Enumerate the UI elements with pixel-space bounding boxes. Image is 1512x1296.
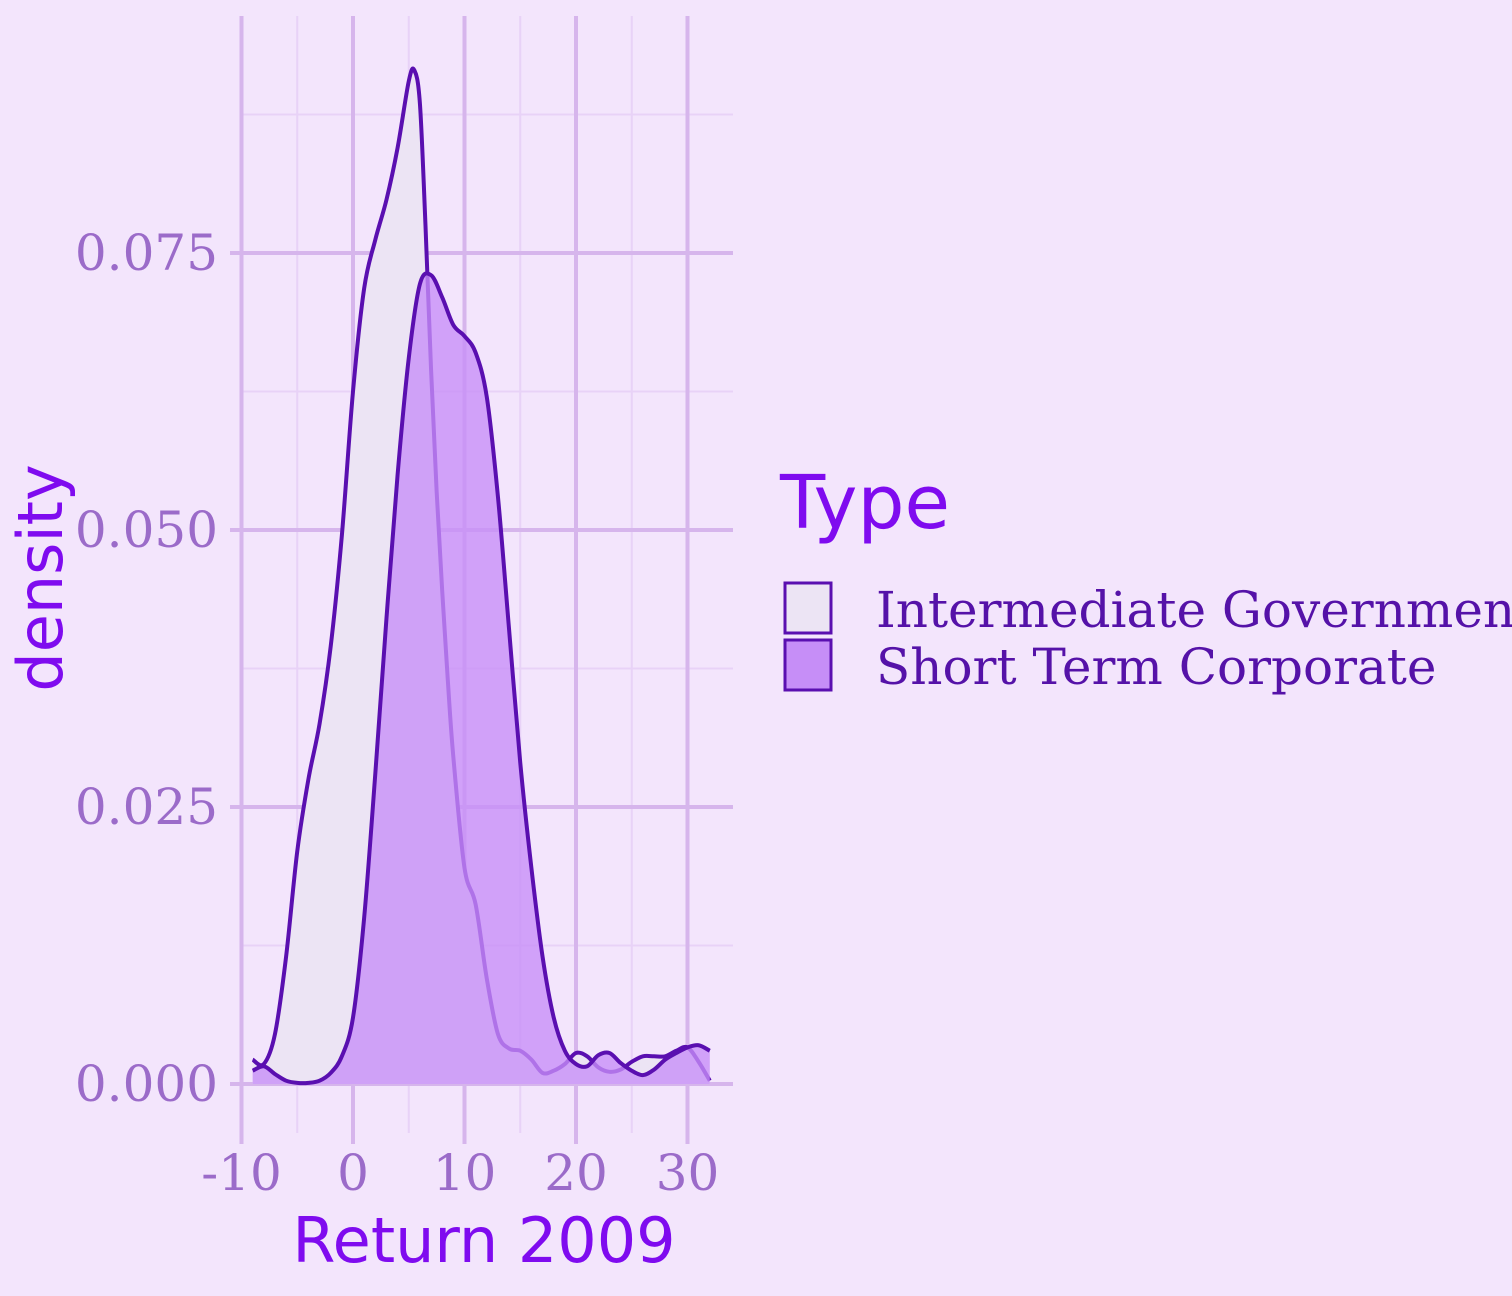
x-tick-label: 0 bbox=[337, 1144, 369, 1202]
legend-label-intermediate-government: Intermediate Government bbox=[876, 581, 1512, 639]
y-tick-label: 0.075 bbox=[75, 224, 218, 282]
legend: Type Intermediate Government Short Term … bbox=[779, 460, 1512, 696]
y-axis-title: density bbox=[4, 464, 77, 691]
y-tick-label: 0.000 bbox=[75, 1055, 218, 1113]
y-tick-labels: 0.000 0.025 0.050 0.075 bbox=[75, 224, 218, 1113]
density-line-short-term-corporate bbox=[251, 271, 711, 1086]
y-tick-label: 0.050 bbox=[75, 501, 218, 559]
x-tick-label: 20 bbox=[544, 1144, 608, 1202]
density-areas bbox=[251, 66, 712, 1086]
density-area-intermediate-government bbox=[252, 68, 710, 1085]
x-tick-label: -10 bbox=[201, 1144, 282, 1202]
legend-label-short-term-corporate: Short Term Corporate bbox=[876, 638, 1436, 696]
legend-title: Type bbox=[779, 460, 950, 546]
x-axis-title: Return 2009 bbox=[292, 1204, 675, 1277]
x-tick-label: 10 bbox=[433, 1144, 497, 1202]
legend-key-intermediate-government bbox=[783, 581, 833, 635]
density-area-short-term-corporate bbox=[252, 273, 710, 1085]
x-tick-labels: -10 0 10 20 30 bbox=[201, 1144, 719, 1202]
x-tick-label: 30 bbox=[656, 1144, 720, 1202]
legend-key-short-term-corporate bbox=[783, 638, 833, 692]
axis-ticks bbox=[230, 251, 690, 1144]
y-tick-label: 0.025 bbox=[75, 778, 218, 836]
